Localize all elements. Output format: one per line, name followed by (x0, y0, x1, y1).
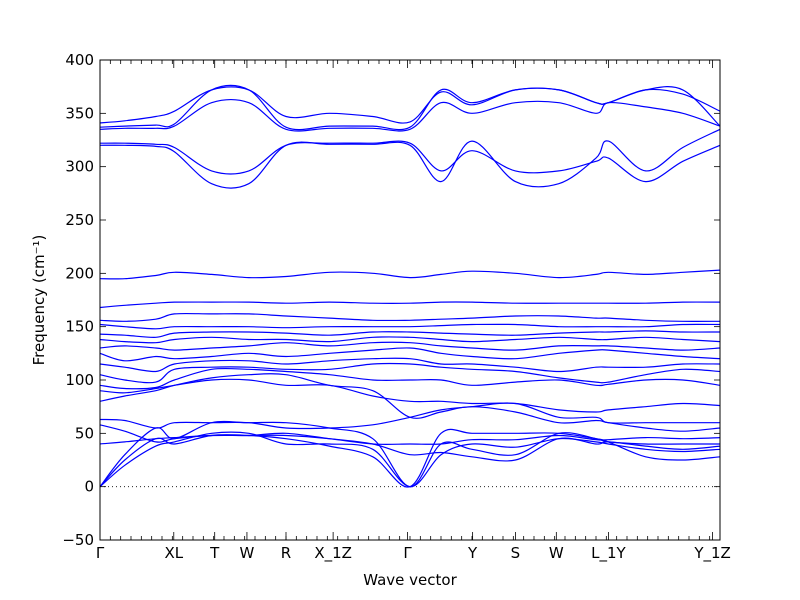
band-line-11 (99, 357, 721, 373)
y-tick-label: 100 (65, 371, 94, 389)
x-tick-label: Y_1Z (693, 544, 730, 563)
band-line-17 (99, 312, 721, 322)
y-tick-label: 150 (65, 318, 94, 336)
x-tick-label: XL (164, 544, 183, 562)
y-tick-label: 250 (65, 211, 94, 229)
band-line-12 (99, 347, 721, 362)
y-tick-label: 400 (65, 51, 94, 69)
x-tick-label: Y (467, 544, 478, 562)
y-tick-label: 200 (65, 264, 94, 282)
band-line-13 (99, 341, 721, 351)
x-tick-label: W (240, 544, 255, 562)
y-tick-label: 300 (65, 158, 94, 176)
band-line-9 (99, 367, 721, 390)
bands-group (99, 84, 721, 488)
x-tick-label: X_1Z (314, 544, 352, 563)
x-tick-label: R (281, 544, 291, 562)
band-line-10 (99, 362, 721, 384)
band-line-4 (99, 434, 721, 462)
y-tick-label: 50 (75, 424, 94, 442)
y-tick-label: 350 (65, 104, 94, 122)
axis-ticks (99, 59, 721, 541)
band-line-24 (99, 86, 721, 124)
x-axis-label: Wave vector (363, 571, 457, 589)
band-line-14 (99, 336, 721, 344)
band-line-21 (99, 128, 721, 189)
plot-background (100, 60, 720, 540)
x-tick-label: W (549, 544, 564, 562)
x-tick-label: Γ (96, 544, 105, 562)
band-line-19 (99, 269, 721, 280)
y-tick-label: −50 (62, 531, 94, 549)
band-line-18 (99, 301, 721, 309)
band-line-16 (99, 323, 721, 330)
x-tick-label: L_1Y (591, 544, 626, 563)
axis-tick-labels: −50 0 50 100 150 200 250 300 350 400 Γ XL T W R X_1Z Γ Y S… (62, 51, 730, 563)
band-line-8 (99, 378, 721, 413)
x-tick-label: Γ (403, 544, 412, 562)
y-axis-label: Frequency (cm⁻¹) (30, 235, 48, 366)
y-tick-label: 0 (84, 478, 94, 496)
x-tick-label: S (511, 544, 521, 562)
band-line-5 (99, 424, 721, 445)
x-tick-label: T (209, 544, 220, 562)
plot-area (100, 60, 720, 540)
band-line-20 (99, 140, 721, 183)
plot-frame (99, 59, 721, 541)
band-line-15 (99, 330, 721, 338)
